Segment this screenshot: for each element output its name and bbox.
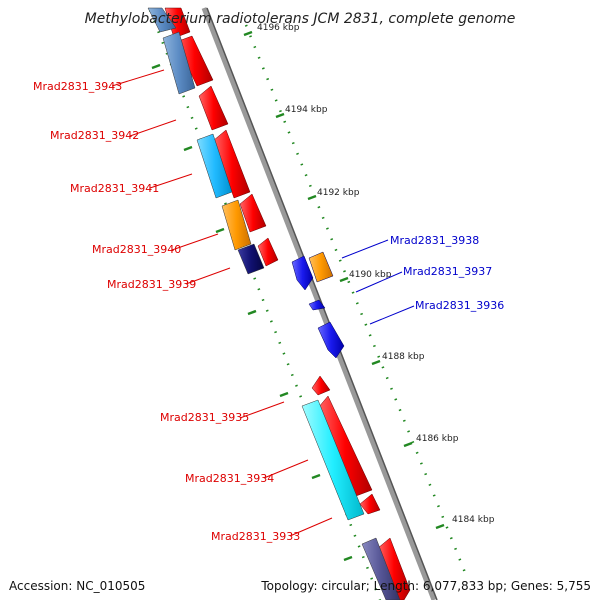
outer-major-tick [403, 441, 413, 448]
inner-major-tick [183, 145, 193, 152]
gene-3937-orange[interactable] [308, 251, 334, 283]
orange-feature-3940[interactable] [221, 199, 252, 251]
gene-label-3937[interactable]: Mrad2831_3937 [403, 265, 492, 278]
gene-3936[interactable] [317, 321, 345, 359]
outer-major-tick [371, 359, 381, 366]
gene-3940-segment[interactable] [239, 193, 267, 233]
gene-label-3936[interactable]: Mrad2831_3936 [415, 299, 504, 312]
outer-major-tick [435, 523, 445, 530]
right-label-connectors [341, 239, 415, 325]
outer-major-tick [339, 276, 349, 283]
gene-3938[interactable] [291, 255, 314, 291]
gene-label-3939[interactable]: Mrad2831_3939 [107, 278, 196, 291]
inner-major-tick [215, 227, 225, 234]
sky-feature-3941[interactable] [196, 133, 233, 199]
gene-3935-segment[interactable] [311, 375, 331, 396]
outer-major-tick [243, 30, 253, 37]
connector-3933 [289, 517, 333, 537]
tick-label-4192: 4192 kbp [317, 188, 360, 198]
inner-ruler-major-ticks [151, 63, 353, 562]
connector-3936 [369, 305, 415, 325]
connector-3939 [185, 267, 231, 285]
gene-label-3935[interactable]: Mrad2831_3935 [160, 411, 249, 424]
inner-major-tick [279, 391, 289, 398]
connector-3937 [355, 271, 403, 293]
outer-ruler-major-ticks [243, 30, 445, 530]
tick-labels: 4196 kbp 4194 kbp 4192 kbp 4190 kbp 4188… [257, 23, 495, 525]
right-gene-labels: Mrad2831_3938 Mrad2831_3937 Mrad2831_393… [390, 234, 504, 312]
gene-label-3934[interactable]: Mrad2831_3934 [185, 472, 274, 485]
tick-label-4188: 4188 kbp [382, 352, 425, 362]
connector-3940 [171, 233, 219, 251]
outer-major-tick [307, 194, 317, 201]
inner-major-tick [247, 309, 257, 316]
tick-label-4190: 4190 kbp [349, 270, 392, 280]
inner-track-features [147, 7, 401, 600]
outer-major-tick [275, 112, 285, 119]
gene-label-3942[interactable]: Mrad2831_3942 [50, 129, 139, 142]
reverse-strand-features [164, 7, 411, 600]
inner-major-tick [343, 555, 353, 562]
navy-feature-3939[interactable] [237, 243, 265, 275]
left-label-connectors [111, 69, 333, 537]
gene-label-3938[interactable]: Mrad2831_3938 [390, 234, 479, 247]
topology-info: Topology: circular; Length: 6,077,833 bp… [261, 579, 591, 593]
accession-info: Accession: NC_010505 [9, 579, 146, 593]
left-gene-labels: Mrad2831_3943 Mrad2831_3942 Mrad2831_394… [33, 80, 300, 543]
tick-label-4194: 4194 kbp [285, 105, 328, 115]
inner-major-tick [151, 63, 161, 70]
slate-feature-3932[interactable] [361, 537, 401, 600]
steel-feature-1[interactable] [147, 7, 177, 33]
gene-3933-segment[interactable] [359, 493, 381, 515]
inner-major-tick [311, 473, 321, 480]
map-title: Methylobacterium radiotolerans JCM 2831,… [85, 11, 516, 27]
connector-3942 [129, 119, 177, 137]
tick-label-4184: 4184 kbp [452, 515, 495, 525]
connector-3935 [239, 401, 285, 419]
gene-3939-segment[interactable] [257, 237, 279, 267]
steel-feature-2[interactable] [162, 31, 196, 95]
connector-3934 [263, 459, 309, 479]
genome-map: 4196 kbp 4194 kbp 4192 kbp 4190 kbp 4188… [33, 7, 516, 600]
tick-label-4196: 4196 kbp [257, 23, 300, 33]
connector-3938 [341, 239, 389, 259]
gene-3942-segment[interactable] [198, 85, 229, 131]
cyan-feature-3934[interactable] [301, 399, 365, 521]
gene-label-3943[interactable]: Mrad2831_3943 [33, 80, 122, 93]
gene-label-3941[interactable]: Mrad2831_3941 [70, 182, 159, 195]
connector-3941 [149, 173, 193, 189]
forward-strand-features [291, 251, 345, 359]
gene-label-3940[interactable]: Mrad2831_3940 [92, 243, 181, 256]
gene-label-3933[interactable]: Mrad2831_3933 [211, 530, 300, 543]
tick-label-4186: 4186 kbp [416, 434, 459, 444]
gene-3937[interactable] [308, 299, 326, 311]
connector-3943 [111, 69, 165, 87]
